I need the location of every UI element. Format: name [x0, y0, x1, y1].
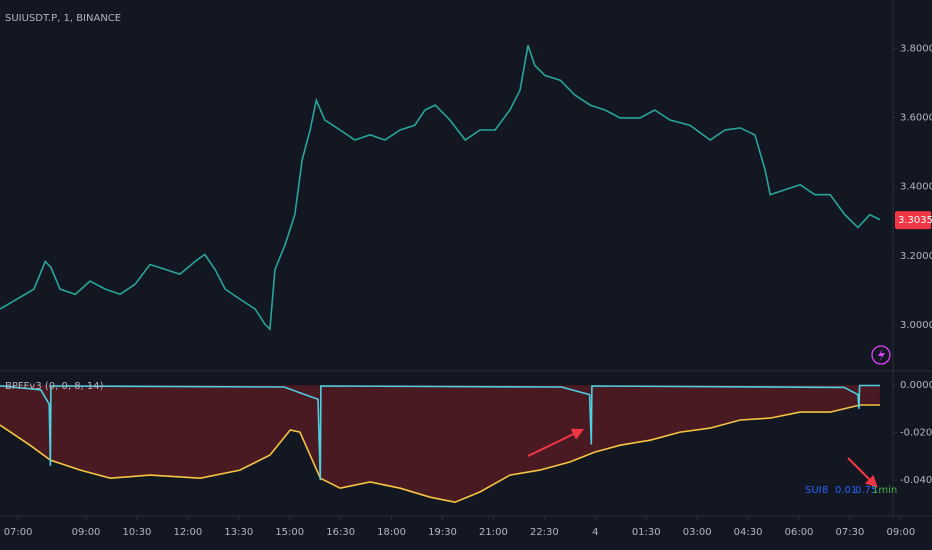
y-tick-label: -0.0400	[900, 475, 932, 486]
marks	[0, 45, 881, 504]
x-tick-label: 07:00	[4, 527, 33, 538]
y-tick-label: -0.0200	[900, 428, 932, 439]
series-line	[0, 404, 880, 504]
x-tick-label: 04:30	[734, 527, 763, 538]
indicator-title: BPFFv3 (0, 0, 8, 14)	[5, 381, 104, 392]
series-line	[0, 384, 880, 481]
y-tick-label: 3.4000	[900, 182, 932, 193]
annotation-arrow	[527, 428, 585, 457]
y-tick-label: 3.2000	[900, 251, 932, 262]
indicator-param: 0.75	[855, 485, 877, 496]
y-tick-label: 3.6000	[900, 113, 932, 124]
indicator-param: SUI	[805, 485, 822, 496]
x-tick-label: 4	[592, 527, 598, 538]
alert-icon-bolt	[878, 348, 885, 362]
x-tick-label: 18:00	[377, 527, 406, 538]
x-tick-label: 15:00	[275, 527, 304, 538]
x-tick-label: 07:30	[836, 527, 865, 538]
x-tick-label: 10:30	[123, 527, 152, 538]
indicator-param: 0.01	[835, 485, 857, 496]
x-tick-label: 13:30	[224, 527, 253, 538]
x-tick-label: 09:00	[886, 527, 915, 538]
x-tick-label: 01:30	[632, 527, 661, 538]
annotation-arrow	[847, 457, 878, 488]
x-tick-label: 21:00	[479, 527, 508, 538]
last-price-label: 3.3035	[898, 215, 932, 226]
x-tick-label: 06:00	[785, 527, 814, 538]
indicator-interval: 1min	[872, 485, 897, 496]
last-price-box	[895, 211, 931, 230]
y-tick-label: 3.0000	[900, 320, 932, 331]
x-tick-label: 16:30	[326, 527, 355, 538]
x-tick-label: 19:30	[428, 527, 457, 538]
chart-title: SUIUSDT.P, 1, BINANCE	[5, 13, 121, 24]
x-tick-label: 09:00	[72, 527, 101, 538]
histogram-area	[0, 385, 880, 503]
x-tick-label: 03:00	[683, 527, 712, 538]
x-tick-label: 12:00	[173, 527, 202, 538]
y-tick-label: 3.8000	[900, 43, 932, 54]
indicator-param: 8	[822, 485, 828, 496]
alert-icon[interactable]	[871, 345, 891, 365]
series-line	[0, 45, 881, 332]
y-tick-label: 0.0000	[900, 380, 932, 391]
x-tick-label: 22:30	[530, 527, 559, 538]
